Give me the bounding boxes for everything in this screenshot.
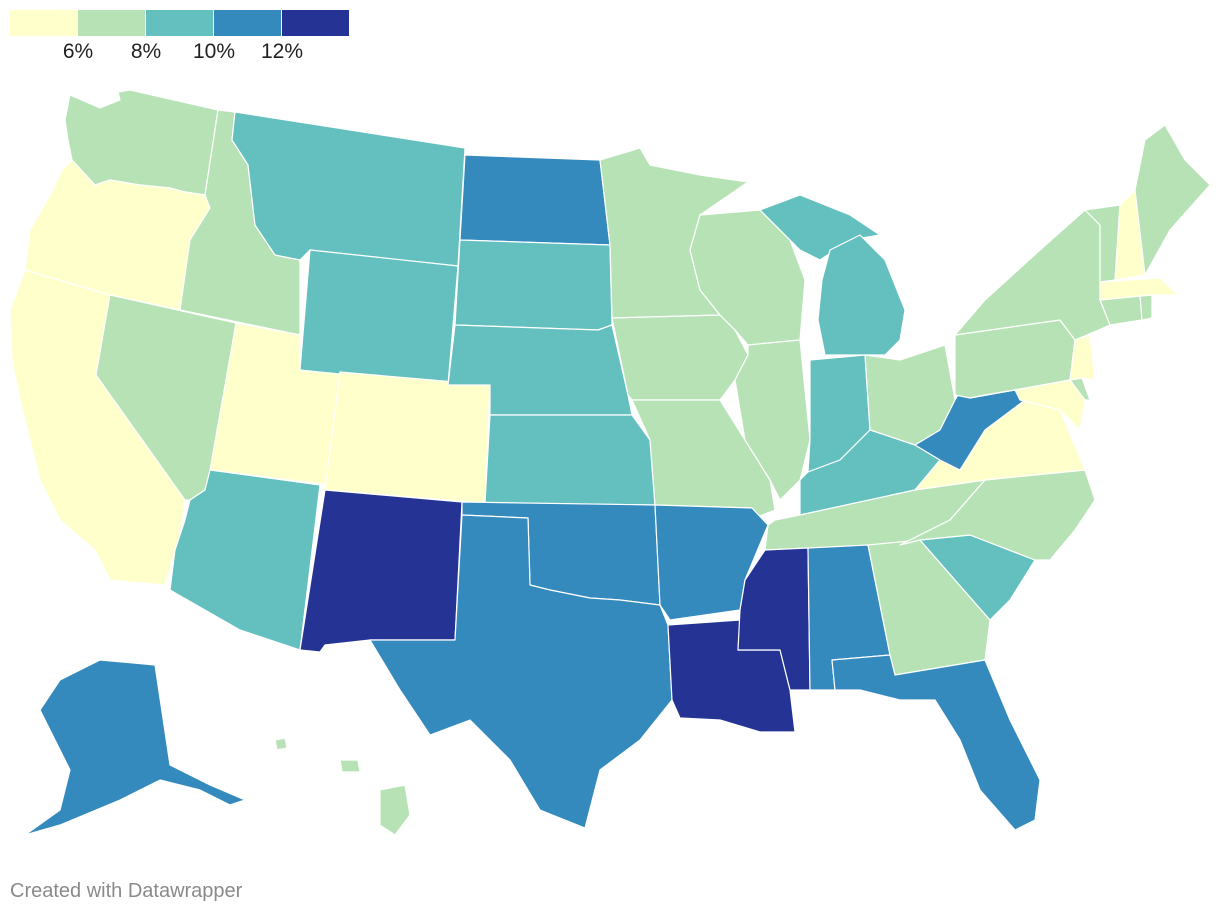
state-hawaii-maui[interactable]: [339, 759, 361, 773]
legend-tick-label: 6%: [62, 40, 94, 63]
credit-text: Created with Datawrapper: [10, 880, 243, 902]
state-illinois[interactable]: [734, 339, 811, 501]
state-colorado[interactable]: [324, 371, 491, 504]
state-kansas[interactable]: [484, 414, 656, 506]
state-florida[interactable]: [831, 654, 1041, 831]
state-new-jersey[interactable]: [1069, 334, 1096, 381]
legend-swatch: [78, 10, 145, 36]
state-missouri[interactable]: [631, 399, 776, 521]
state-wyoming[interactable]: [299, 249, 459, 386]
state-south-dakota[interactable]: [454, 239, 613, 331]
state-north-dakota[interactable]: [459, 154, 611, 246]
legend: 6% 8% 10% 12%: [10, 10, 350, 70]
legend-tick-label: 12%: [260, 40, 304, 63]
legend-tick-label: 8%: [130, 40, 162, 63]
state-hawaii[interactable]: [379, 784, 411, 836]
state-new-mexico[interactable]: [299, 489, 463, 653]
state-alaska[interactable]: [24, 659, 246, 836]
legend-swatch: [282, 10, 349, 36]
state-vermont[interactable]: [1084, 204, 1121, 283]
state-iowa[interactable]: [611, 314, 749, 401]
state-massachusetts[interactable]: [1099, 277, 1179, 301]
state-maine[interactable]: [1134, 124, 1211, 276]
state-texas[interactable]: [369, 514, 673, 829]
legend-swatch: [214, 10, 281, 36]
state-arizona[interactable]: [169, 469, 321, 651]
state-hawaii-oahu[interactable]: [274, 737, 288, 751]
state-new-york[interactable]: [954, 209, 1111, 341]
state-michigan-lower[interactable]: [817, 234, 906, 356]
legend-tick-label: 10%: [192, 40, 236, 63]
legend-swatch: [146, 10, 213, 36]
state-montana[interactable]: [231, 111, 466, 267]
legend-swatch: [10, 10, 77, 36]
state-rhode-island[interactable]: [1139, 294, 1153, 321]
